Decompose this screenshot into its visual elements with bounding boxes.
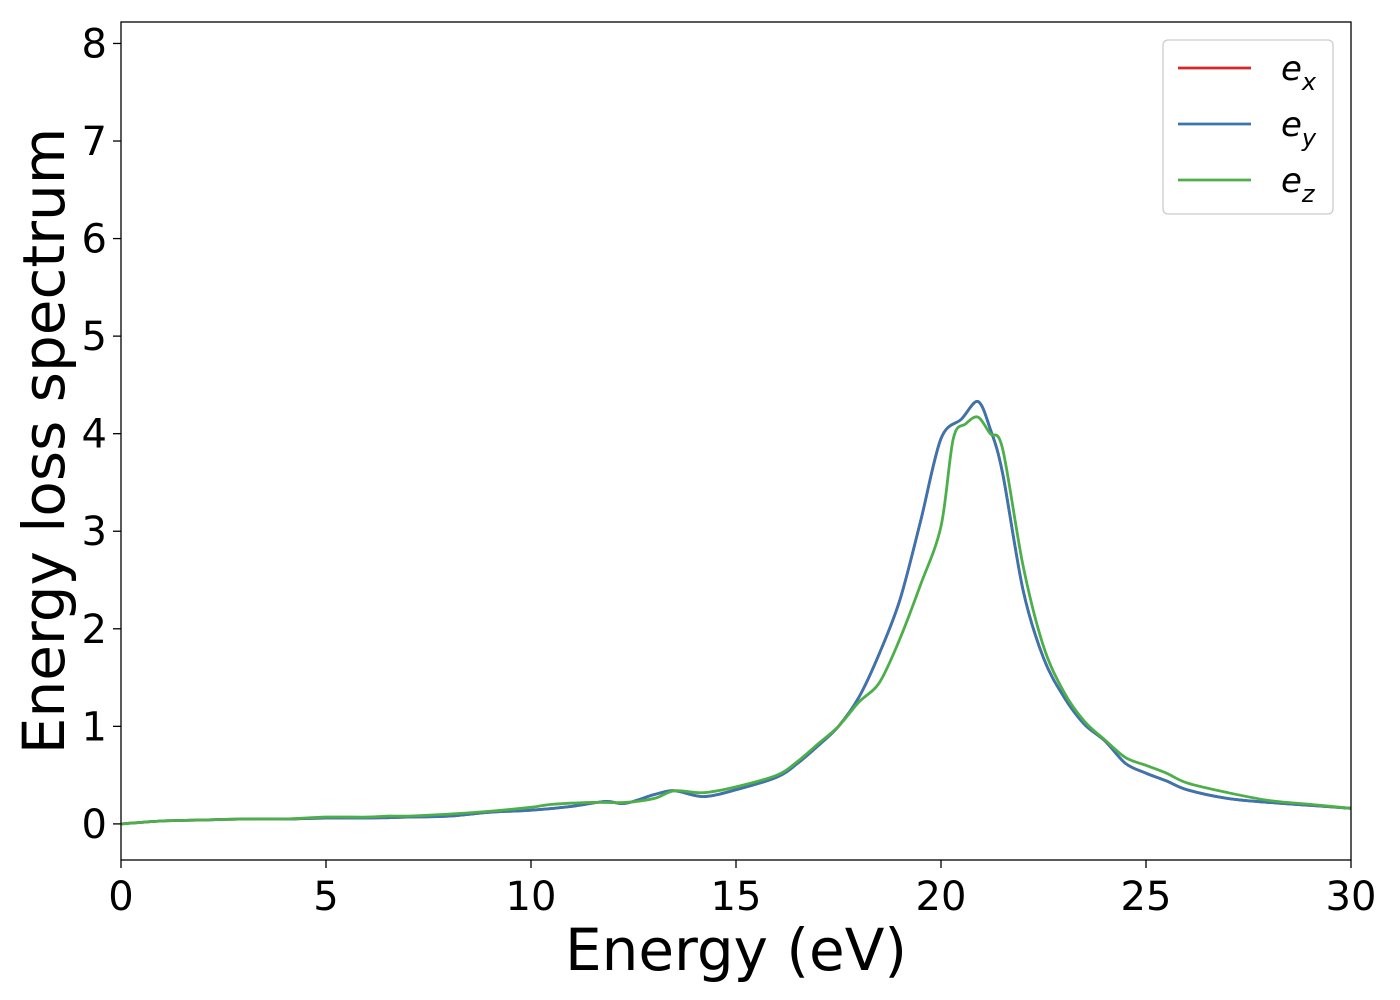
series-layer: [121, 400, 1351, 826]
series-line-ez: [121, 415, 1351, 826]
x-tick-label: 15: [711, 874, 762, 920]
x-axis-label: Energy (eV): [565, 916, 907, 984]
x-tick-label: 30: [1326, 874, 1377, 920]
x-tick-label: 20: [916, 874, 967, 920]
legend-box: [1162, 39, 1334, 215]
y-tick-label: 0: [82, 802, 107, 848]
x-tick-label: 0: [108, 874, 133, 920]
x-tick-label: 25: [1121, 874, 1172, 920]
y-tick-label: 2: [82, 607, 107, 653]
y-tick-label: 6: [82, 217, 107, 263]
x-tick-label: 5: [313, 874, 338, 920]
y-axis-label: Energy loss spectrum: [10, 128, 78, 754]
x-axis: 0 5 10 15 20 25 30: [108, 860, 1376, 920]
y-tick-label: 5: [82, 314, 107, 360]
x-tick-label: 10: [506, 874, 557, 920]
y-tick-label: 4: [82, 412, 107, 458]
y-tick-label: 1: [82, 704, 107, 750]
y-tick-label: 3: [82, 509, 107, 555]
legend-label-ex: ex: [1281, 49, 1317, 96]
y-axis: 0 1 2 3 4 5 6 7 8: [82, 21, 121, 848]
y-tick-label: 7: [82, 119, 107, 165]
y-tick-label: 8: [82, 21, 107, 67]
